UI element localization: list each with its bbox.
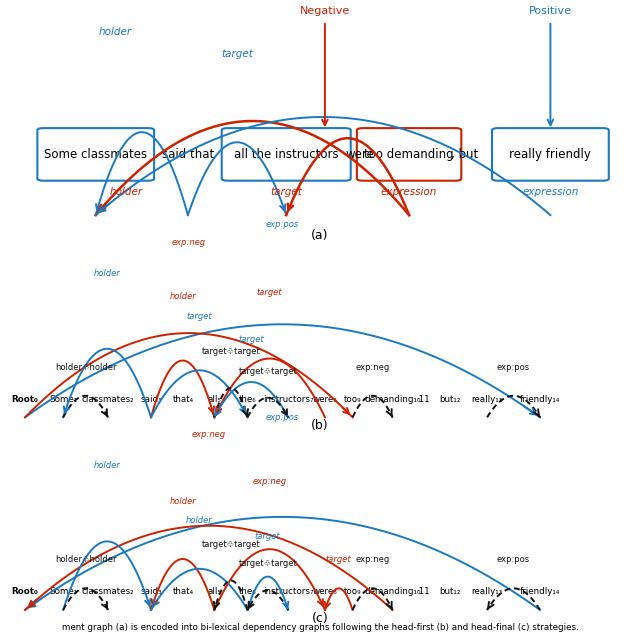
Text: too₉: too₉ (344, 395, 362, 404)
Text: target♧target: target♧target (239, 367, 297, 376)
Text: Root₀: Root₀ (12, 395, 38, 404)
Text: , but: , but (451, 148, 478, 161)
Text: were₈: were₈ (312, 395, 337, 404)
Text: target: target (238, 336, 264, 345)
Text: target♧target: target♧target (239, 559, 297, 568)
Text: classmates₂: classmates₂ (82, 395, 134, 404)
Text: really friendly: really friendly (509, 148, 591, 161)
Text: holder: holder (110, 187, 143, 196)
Text: exp:pos: exp:pos (266, 220, 299, 229)
Text: were: were (346, 148, 374, 161)
Text: demanding₁₀: demanding₁₀ (364, 395, 420, 404)
Text: exp:neg: exp:neg (192, 430, 226, 439)
Text: expression: expression (381, 187, 437, 196)
Text: exp:neg: exp:neg (355, 363, 390, 372)
Text: target: target (186, 312, 212, 321)
Text: classmates₂: classmates₂ (82, 587, 134, 596)
Text: were₈: were₈ (312, 587, 337, 596)
Text: the₆: the₆ (239, 587, 256, 596)
Text: Positive: Positive (529, 6, 572, 16)
Text: holder: holder (93, 462, 120, 471)
Text: target: target (326, 555, 351, 564)
Text: ·11: ·11 (417, 395, 430, 404)
Text: holder♧holder: holder♧holder (55, 555, 116, 564)
Text: target: target (221, 49, 253, 59)
Text: all₅: all₅ (207, 587, 221, 596)
Text: really₁₃: really₁₃ (472, 395, 503, 404)
Text: said₃: said₃ (140, 587, 162, 596)
Text: that₄: that₄ (173, 395, 194, 404)
Text: ·11: ·11 (417, 587, 430, 596)
Text: friendly₁₄: friendly₁₄ (520, 587, 560, 596)
Text: target♧target: target♧target (202, 347, 260, 356)
Text: too demanding: too demanding (364, 148, 454, 161)
Text: said that: said that (162, 148, 214, 161)
Text: target: target (255, 532, 280, 541)
Text: all the instructors: all the instructors (234, 148, 339, 161)
Text: exp:pos: exp:pos (497, 555, 530, 564)
Text: all₅: all₅ (207, 395, 221, 404)
Text: (b): (b) (311, 419, 329, 432)
Text: target♧target: target♧target (202, 540, 260, 549)
Text: exp:neg: exp:neg (172, 238, 206, 247)
Text: said₃: said₃ (140, 395, 162, 404)
Text: holder: holder (186, 516, 212, 525)
Text: exp:pos: exp:pos (266, 413, 299, 422)
Text: Root₀: Root₀ (12, 587, 38, 596)
Text: Some₁: Some₁ (49, 587, 77, 596)
Text: (a): (a) (311, 229, 329, 242)
Text: holder: holder (99, 27, 132, 37)
Text: demanding₁₀: demanding₁₀ (364, 587, 420, 596)
Text: Negative: Negative (300, 6, 350, 16)
Text: expression: expression (522, 187, 579, 196)
Text: but₁₂: but₁₂ (440, 587, 461, 596)
Text: exp:pos: exp:pos (497, 363, 530, 372)
Text: friendly₁₄: friendly₁₄ (520, 395, 560, 404)
Text: Some classmates: Some classmates (44, 148, 147, 161)
Text: exp:neg: exp:neg (355, 555, 390, 564)
Text: but₁₂: but₁₂ (440, 395, 461, 404)
Text: holder: holder (170, 292, 196, 301)
Text: the₆: the₆ (239, 395, 256, 404)
Text: target: target (270, 187, 302, 196)
Text: really₁₃: really₁₃ (472, 587, 503, 596)
Text: that₄: that₄ (173, 587, 194, 596)
Text: target: target (257, 288, 282, 297)
Text: holder♧holder: holder♧holder (55, 363, 116, 372)
Text: too₉: too₉ (344, 587, 362, 596)
Text: instructors₇: instructors₇ (263, 587, 314, 596)
Text: instructors₇: instructors₇ (263, 395, 314, 404)
Text: Some₁: Some₁ (49, 395, 77, 404)
Text: holder: holder (93, 269, 120, 278)
Text: holder: holder (170, 497, 196, 506)
Text: exp:neg: exp:neg (253, 477, 287, 486)
Text: (c): (c) (312, 612, 328, 625)
Text: ment graph (a) is encoded into bi-lexical dependency graphs following the head-f: ment graph (a) is encoded into bi-lexica… (61, 623, 579, 632)
